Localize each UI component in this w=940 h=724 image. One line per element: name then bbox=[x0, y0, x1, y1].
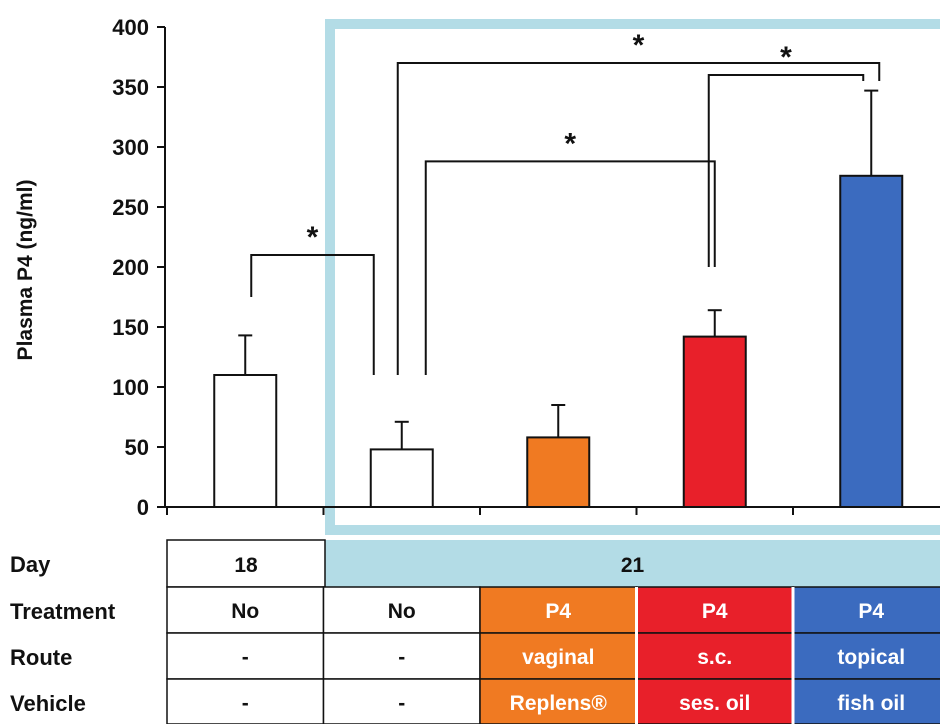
table-cell-text: fish oil bbox=[837, 692, 905, 715]
table-cell-text: s.c. bbox=[697, 646, 732, 669]
bars bbox=[213, 89, 904, 509]
table-cell-text: - bbox=[398, 692, 405, 715]
table-row-label: Treatment bbox=[10, 599, 116, 624]
table-cell bbox=[479, 586, 638, 634]
table-cell-text: - bbox=[242, 692, 249, 715]
table-row-label: Day bbox=[10, 552, 51, 577]
y-tick-label: 250 bbox=[112, 195, 149, 220]
y-axis-title: Plasma P4 (ng/ml) bbox=[14, 180, 37, 361]
y-tick-label: 200 bbox=[112, 255, 149, 280]
table-cell-text: - bbox=[398, 646, 405, 669]
table-day-cell: 21 bbox=[621, 554, 645, 577]
table-cell-text: No bbox=[231, 600, 259, 623]
highlight-frame bbox=[325, 19, 940, 535]
table-cell-text: topical bbox=[837, 646, 905, 669]
table-cell-text: - bbox=[242, 646, 249, 669]
significance-bracket bbox=[396, 62, 881, 375]
table-cell bbox=[479, 632, 638, 680]
y-tick-label: 300 bbox=[112, 135, 149, 160]
day-21-highlight-region bbox=[325, 19, 940, 587]
significance-star: * bbox=[633, 29, 645, 62]
y-tick-label: 50 bbox=[125, 435, 149, 460]
condition-table: Day 18 21 Treatment No No P4 P4 P4 Route - - vaginal… bbox=[10, 539, 940, 724]
y-tick-label: 0 bbox=[137, 495, 149, 520]
table-cell bbox=[322, 586, 481, 634]
significance-bracket bbox=[250, 254, 375, 375]
table-cell-text: P4 bbox=[545, 600, 571, 623]
y-tick-label: 150 bbox=[112, 315, 149, 340]
significance-star: * bbox=[307, 221, 319, 254]
table-cell-text: P4 bbox=[702, 600, 728, 623]
table-cell bbox=[166, 539, 326, 588]
table-cell-text: No bbox=[388, 600, 416, 623]
bar bbox=[526, 436, 591, 508]
table-cell bbox=[166, 632, 325, 680]
significance-star: * bbox=[564, 127, 576, 160]
bar bbox=[682, 335, 747, 508]
y-tick-label: 350 bbox=[112, 75, 149, 100]
bar bbox=[839, 174, 904, 509]
significance-star: * bbox=[780, 41, 792, 74]
y-tick-label: 400 bbox=[112, 15, 149, 40]
table-cell bbox=[166, 678, 325, 724]
table-cell bbox=[792, 678, 940, 724]
bar bbox=[213, 374, 278, 508]
day-21-header-fill bbox=[325, 540, 940, 587]
y-tick-label: 100 bbox=[112, 375, 149, 400]
significance-bracket bbox=[424, 160, 716, 375]
table-row-label: Vehicle bbox=[10, 691, 86, 716]
table-cell-text: P4 bbox=[858, 600, 884, 623]
table-cell bbox=[792, 632, 940, 680]
table-cell-text: ses. oil bbox=[679, 692, 750, 715]
table-day-cell: 18 bbox=[234, 554, 258, 577]
significance-bracket bbox=[707, 74, 865, 267]
table-cell-text: Replens® bbox=[510, 692, 608, 715]
table-row-label: Route bbox=[10, 645, 72, 670]
bar bbox=[369, 448, 434, 508]
significance-brackets: * * * * bbox=[250, 29, 881, 375]
table-cell-text: vaginal bbox=[522, 646, 594, 669]
